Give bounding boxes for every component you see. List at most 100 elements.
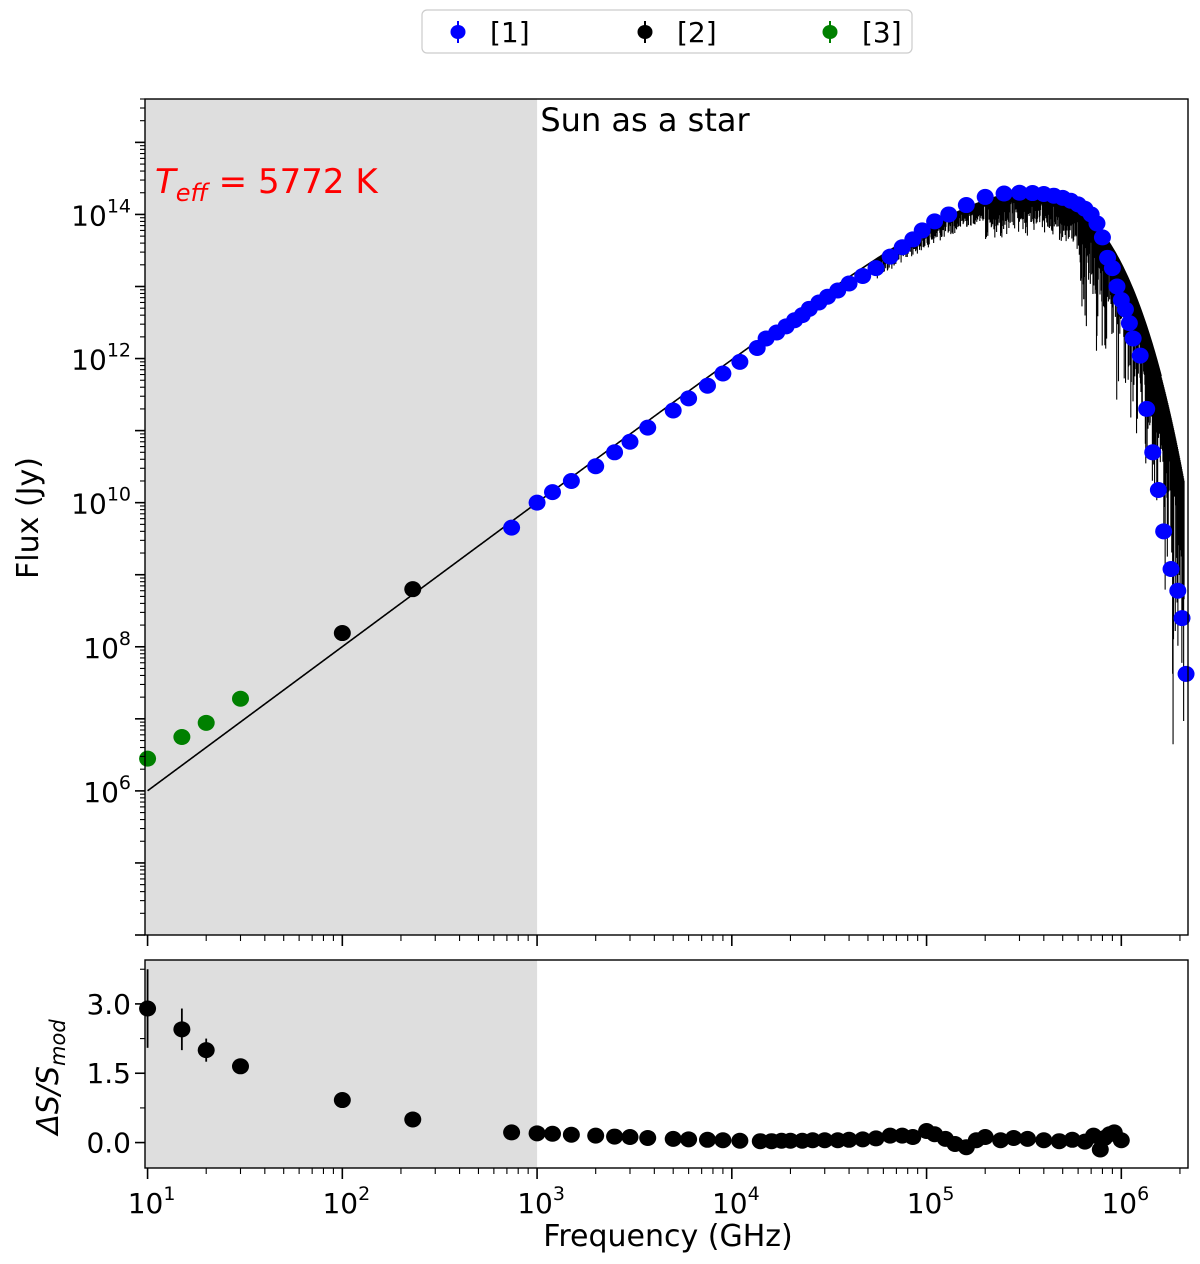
residual-point — [854, 1131, 872, 1148]
data-point — [1144, 444, 1162, 461]
main-x-ticks — [146, 935, 1181, 946]
data-point — [1093, 229, 1111, 246]
legend-marker — [450, 25, 466, 39]
residual-point — [543, 1125, 561, 1142]
data-point — [197, 714, 215, 731]
residual-point — [173, 1021, 191, 1038]
residual-point — [528, 1125, 546, 1142]
residual-point — [639, 1129, 657, 1146]
main-y-axis-label: Flux (Jy) — [11, 457, 46, 579]
teff-annotation: Teff = 5772 K — [155, 162, 379, 207]
data-point — [528, 494, 546, 511]
residual-point — [904, 1129, 922, 1146]
observed-spectrum — [875, 191, 1185, 745]
data-point — [621, 433, 639, 450]
residual-point — [1063, 1131, 1081, 1148]
data-point — [1177, 665, 1195, 682]
main-data-points — [139, 184, 1195, 767]
y-tick-label: 1010 — [71, 484, 131, 521]
residual-point — [816, 1132, 834, 1149]
chart-title: Sun as a star — [540, 101, 750, 139]
data-point — [1120, 315, 1138, 332]
res-y-tick-label: 3.0 — [86, 988, 131, 1021]
main-y-ticks: 106 108 1010 1012 1014 — [71, 98, 145, 936]
residual-point — [881, 1127, 899, 1144]
y-tick-label: 1014 — [71, 195, 131, 232]
data-point — [639, 419, 657, 436]
residual-point — [1019, 1130, 1037, 1147]
residual-point — [781, 1132, 799, 1149]
data-point — [1173, 610, 1191, 627]
data-point — [854, 267, 872, 284]
residual-point — [231, 1058, 249, 1075]
residual-point — [698, 1131, 716, 1148]
residual-point — [562, 1126, 580, 1143]
x-axis-label: Frequency (GHz) — [543, 1219, 792, 1254]
x-tick-label: 106 — [1101, 1183, 1149, 1220]
data-point — [562, 472, 580, 489]
x-tick-label: 101 — [128, 1183, 176, 1220]
data-point — [1124, 330, 1142, 347]
teff-symbol: T — [155, 162, 178, 202]
data-point — [995, 185, 1013, 202]
main-panel: 106 108 1010 1012 1014 Sun as a star Teff = … — [11, 98, 1195, 946]
residual-point — [840, 1131, 858, 1148]
data-point — [731, 353, 749, 370]
data-point — [867, 260, 885, 277]
data-point — [1103, 260, 1121, 277]
legend: [1] [2] [3] — [421, 9, 913, 54]
residual-panel: 0.0 1.5 3.0 101 102 103 104 105 106 ΔS/Smod Fre… — [31, 959, 1189, 1254]
residual-data-points — [139, 969, 1130, 1158]
legend-label: [2] — [677, 16, 717, 49]
data-point — [1088, 215, 1106, 232]
data-point — [840, 275, 858, 292]
residual-point — [731, 1132, 749, 1149]
x-tick-label: 105 — [907, 1183, 955, 1220]
data-point — [173, 728, 191, 745]
data-point — [333, 625, 351, 642]
data-point — [1108, 278, 1126, 295]
residual-point — [139, 1000, 157, 1017]
data-point — [1010, 184, 1028, 201]
data-point — [404, 581, 422, 598]
residual-point — [587, 1127, 605, 1144]
teff-value: = 5772 K — [208, 162, 379, 202]
main-panel-frame — [144, 98, 1189, 936]
data-point — [1169, 582, 1187, 599]
legend-entries: [1] [2] [3] — [450, 16, 902, 49]
residual-point — [1035, 1132, 1053, 1149]
x-tick-label: 103 — [517, 1183, 565, 1220]
data-point — [231, 690, 249, 707]
data-point — [664, 402, 682, 419]
residual-point — [621, 1129, 639, 1146]
data-point — [881, 248, 899, 265]
data-point — [940, 206, 958, 223]
residual-ylabel-main: ΔS/S — [31, 1066, 66, 1137]
main-shaded-region — [145, 99, 538, 935]
data-point — [1138, 400, 1156, 417]
data-point — [606, 444, 624, 461]
data-point — [543, 484, 561, 501]
x-tick-label: 102 — [322, 1183, 370, 1220]
y-tick-label: 106 — [83, 772, 131, 809]
data-point — [139, 750, 157, 767]
residual-ylabel-subscript: mod — [46, 1019, 70, 1066]
residual-x-ticks: 101 102 103 104 105 106 — [128, 1168, 1181, 1220]
residual-y-axis-label: ΔS/Smod — [31, 1019, 70, 1137]
residual-point — [1005, 1129, 1023, 1146]
residual-point — [606, 1128, 624, 1145]
legend-marker — [637, 25, 653, 39]
data-point — [957, 197, 975, 214]
teff-subscript: eff — [176, 179, 211, 207]
data-point — [680, 390, 698, 407]
residual-point — [1112, 1132, 1130, 1149]
residual-point — [197, 1042, 215, 1059]
data-point — [1116, 301, 1134, 318]
legend-label: [1] — [490, 16, 530, 49]
data-point — [714, 365, 732, 382]
residual-point — [404, 1111, 422, 1128]
legend-frame — [421, 9, 913, 54]
residual-point — [333, 1092, 351, 1109]
